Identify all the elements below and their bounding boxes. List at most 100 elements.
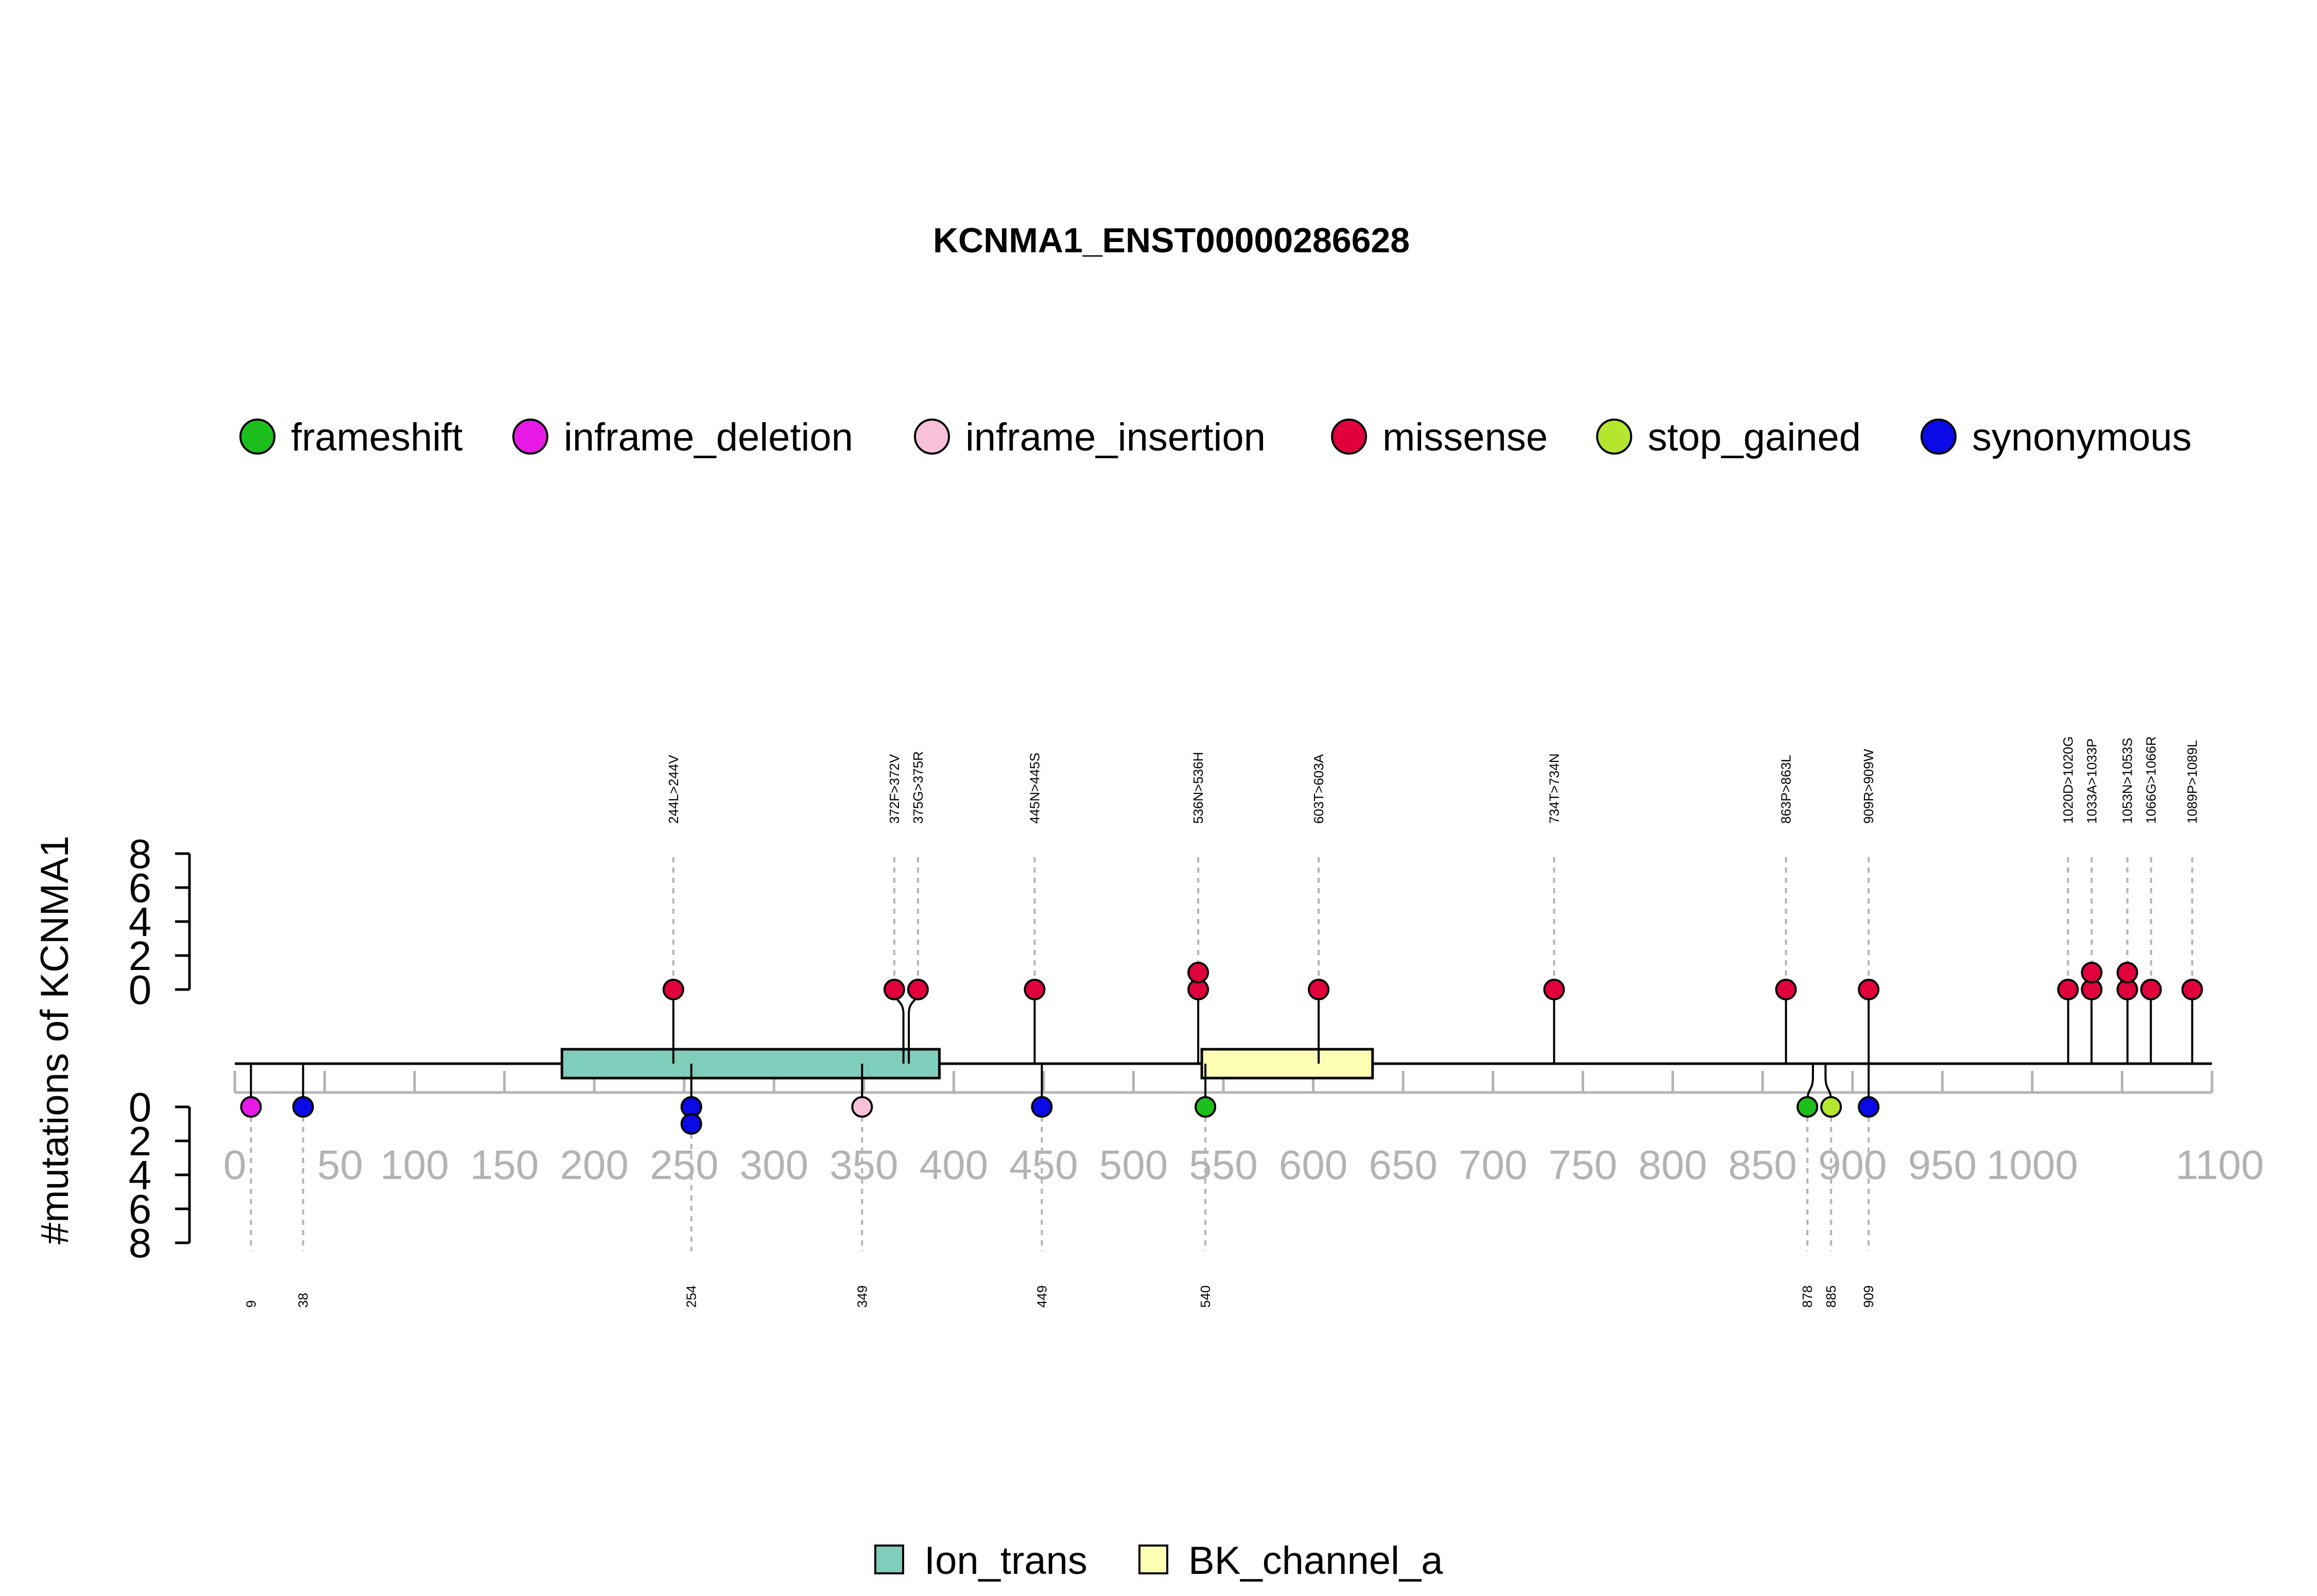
bottom-lollipop-349: 349 <box>851 1064 873 1308</box>
domain-legend-label: BK_channel_a <box>1188 1539 1443 1583</box>
lollipop-label: 734T>734N <box>1546 753 1562 824</box>
legend-item-stop_gained: stop_gained <box>1596 415 1861 459</box>
lollipop-head-missense <box>1024 979 1046 1000</box>
x-tick-label: 1100 <box>2175 1142 2264 1188</box>
legend-label: inframe_deletion <box>564 415 853 459</box>
lollipop-head-inframe_deletion <box>240 1096 262 1118</box>
bottom-lollipop-885: 885 <box>1820 1064 1842 1308</box>
x-tick-label: 250 <box>650 1142 718 1188</box>
lollipop-head-missense <box>2116 962 2138 983</box>
top-lollipop-445: 445N>445S <box>1024 753 1046 1064</box>
protein-domains <box>560 1048 1374 1080</box>
top-y-tick-label: 8 <box>129 831 152 877</box>
lollipop-label: 909 <box>1861 1286 1876 1308</box>
top-y-tick-label: 4 <box>129 899 152 945</box>
x-tick-label: 0 <box>223 1142 247 1188</box>
legend-swatch <box>1921 419 1957 455</box>
domain-legend: Ion_trans BK_channel_a <box>874 1539 1443 1583</box>
x-tick-label: 200 <box>560 1142 628 1188</box>
top-lollipops: 244L>244V 372F>372V 375G>375R 445N>445S 536N… <box>662 736 2203 1064</box>
legend-label: inframe_insertion <box>965 415 1266 459</box>
lollipop-label: 449 <box>1034 1286 1049 1308</box>
x-tick-label: 850 <box>1728 1142 1797 1188</box>
top-lollipop-1066: 1066G>1066R <box>2140 736 2162 1064</box>
legend-label: synonymous <box>1972 415 2192 459</box>
lollipop-head-missense <box>2057 979 2079 1000</box>
lollipop-label: 878 <box>1800 1286 1815 1308</box>
top-lollipop-244: 244L>244V <box>662 755 684 1064</box>
x-tick-label: 150 <box>470 1142 539 1188</box>
legend-swatch <box>512 419 548 455</box>
lollipop-head-stop_gained <box>1820 1096 1842 1118</box>
lollipop-head-missense <box>2181 979 2203 1000</box>
lollipop-label: 603T>603A <box>1311 754 1326 824</box>
bottom-lollipop-449: 449 <box>1031 1064 1053 1308</box>
top-y-tick-label: 6 <box>129 865 152 911</box>
x-tick-label: 750 <box>1548 1142 1617 1188</box>
lollipop-head-missense <box>662 979 684 1000</box>
lollipop-head-missense <box>1775 979 1797 1000</box>
legend-item-inframe_deletion: inframe_deletion <box>512 415 853 459</box>
lollipop-head-synonymous <box>1858 1096 1880 1118</box>
chart-title: KCNMA1_ENST00000286628 <box>933 221 1410 260</box>
domain-legend-label: Ion_trans <box>924 1539 1087 1583</box>
top-y-tick-label: 2 <box>129 933 152 979</box>
lollipop-head-missense <box>2081 962 2103 983</box>
bottom-lollipops: 9 38 254 349 449 540 878 885 909 <box>240 1064 1880 1308</box>
domain-legend-swatch <box>1138 1545 1168 1574</box>
domain-legend-swatch <box>874 1545 904 1574</box>
lollipop-head-missense <box>907 979 929 1000</box>
domain-legend-item-Ion_trans: Ion_trans <box>874 1539 1087 1583</box>
legend-swatch <box>914 419 950 455</box>
bottom-y-tick-label: 2 <box>129 1118 152 1164</box>
legend-swatch <box>1331 419 1367 455</box>
lollipop-label: 1089P>1089L <box>2185 740 2200 824</box>
bottom-y-tick-label: 8 <box>129 1220 152 1266</box>
lollipop-head-missense <box>1543 979 1565 1000</box>
bottom-y-tick-label: 0 <box>129 1084 152 1130</box>
lollipop-head-synonymous <box>1031 1096 1053 1118</box>
x-tick-label: 100 <box>380 1142 448 1188</box>
mutation-type-legend: frameshift inframe_deletion inframe_insert… <box>239 415 2192 459</box>
x-tick-label: 650 <box>1369 1142 1437 1188</box>
x-tick-label: 950 <box>1908 1142 1977 1188</box>
lollipop-head-missense <box>2140 979 2162 1000</box>
lollipop-label: 1053N>1053S <box>2120 738 2135 824</box>
lollipop-label: 1066G>1066R <box>2143 736 2159 824</box>
top-y-tick-label: 0 <box>129 967 152 1013</box>
top-lollipop-734: 734T>734N <box>1543 753 1565 1064</box>
x-tick-label: 700 <box>1459 1142 1527 1188</box>
bottom-lollipop-909: 909 <box>1858 1064 1880 1308</box>
top-lollipop-863: 863P>863L <box>1775 755 1797 1064</box>
y-axis-title: #mutations of KCNMA1 <box>33 836 77 1244</box>
x-tick-label: 1000 <box>1986 1142 2078 1188</box>
lollipop-label: 536N>536H <box>1190 752 1206 824</box>
top-lollipop-372: 372F>372V <box>883 754 905 1064</box>
x-tick-label: 550 <box>1189 1142 1257 1188</box>
lollipop-head-synonymous <box>680 1113 702 1135</box>
top-lollipop-1033: 1033A>1033P <box>2081 738 2103 1064</box>
domain-Ion_trans <box>560 1048 941 1080</box>
x-axis: 0 50 100 150 200 250 300 350 400 450 500 550 600 650 7… <box>223 1071 2264 1188</box>
bottom-lollipop-38: 38 <box>292 1064 314 1308</box>
legend-swatch <box>1596 419 1632 455</box>
x-tick-label: 400 <box>920 1142 988 1188</box>
legend-label: frameshift <box>291 415 463 459</box>
bottom-lollipop-540: 540 <box>1195 1064 1217 1308</box>
legend-item-inframe_insertion: inframe_insertion <box>914 415 1266 459</box>
x-tick-label: 50 <box>317 1142 363 1188</box>
legend-item-missense: missense <box>1331 415 1548 459</box>
top-lollipop-909: 909R>909W <box>1858 749 1880 1064</box>
lollipop-label: 1033A>1033P <box>2084 738 2099 824</box>
bottom-lollipop-9: 9 <box>240 1064 262 1308</box>
bottom-lollipop-254: 254 <box>680 1064 702 1308</box>
bottom-y-tick-label: 6 <box>129 1186 152 1232</box>
lollipop-label: 38 <box>296 1293 311 1308</box>
top-lollipop-1020: 1020D>1020G <box>2057 736 2079 1064</box>
bottom-y-tick-label: 4 <box>129 1152 152 1198</box>
legend-item-frameshift: frameshift <box>239 415 463 459</box>
lollipop-label: 885 <box>1823 1286 1839 1308</box>
top-lollipop-603: 603T>603A <box>1308 754 1330 1064</box>
